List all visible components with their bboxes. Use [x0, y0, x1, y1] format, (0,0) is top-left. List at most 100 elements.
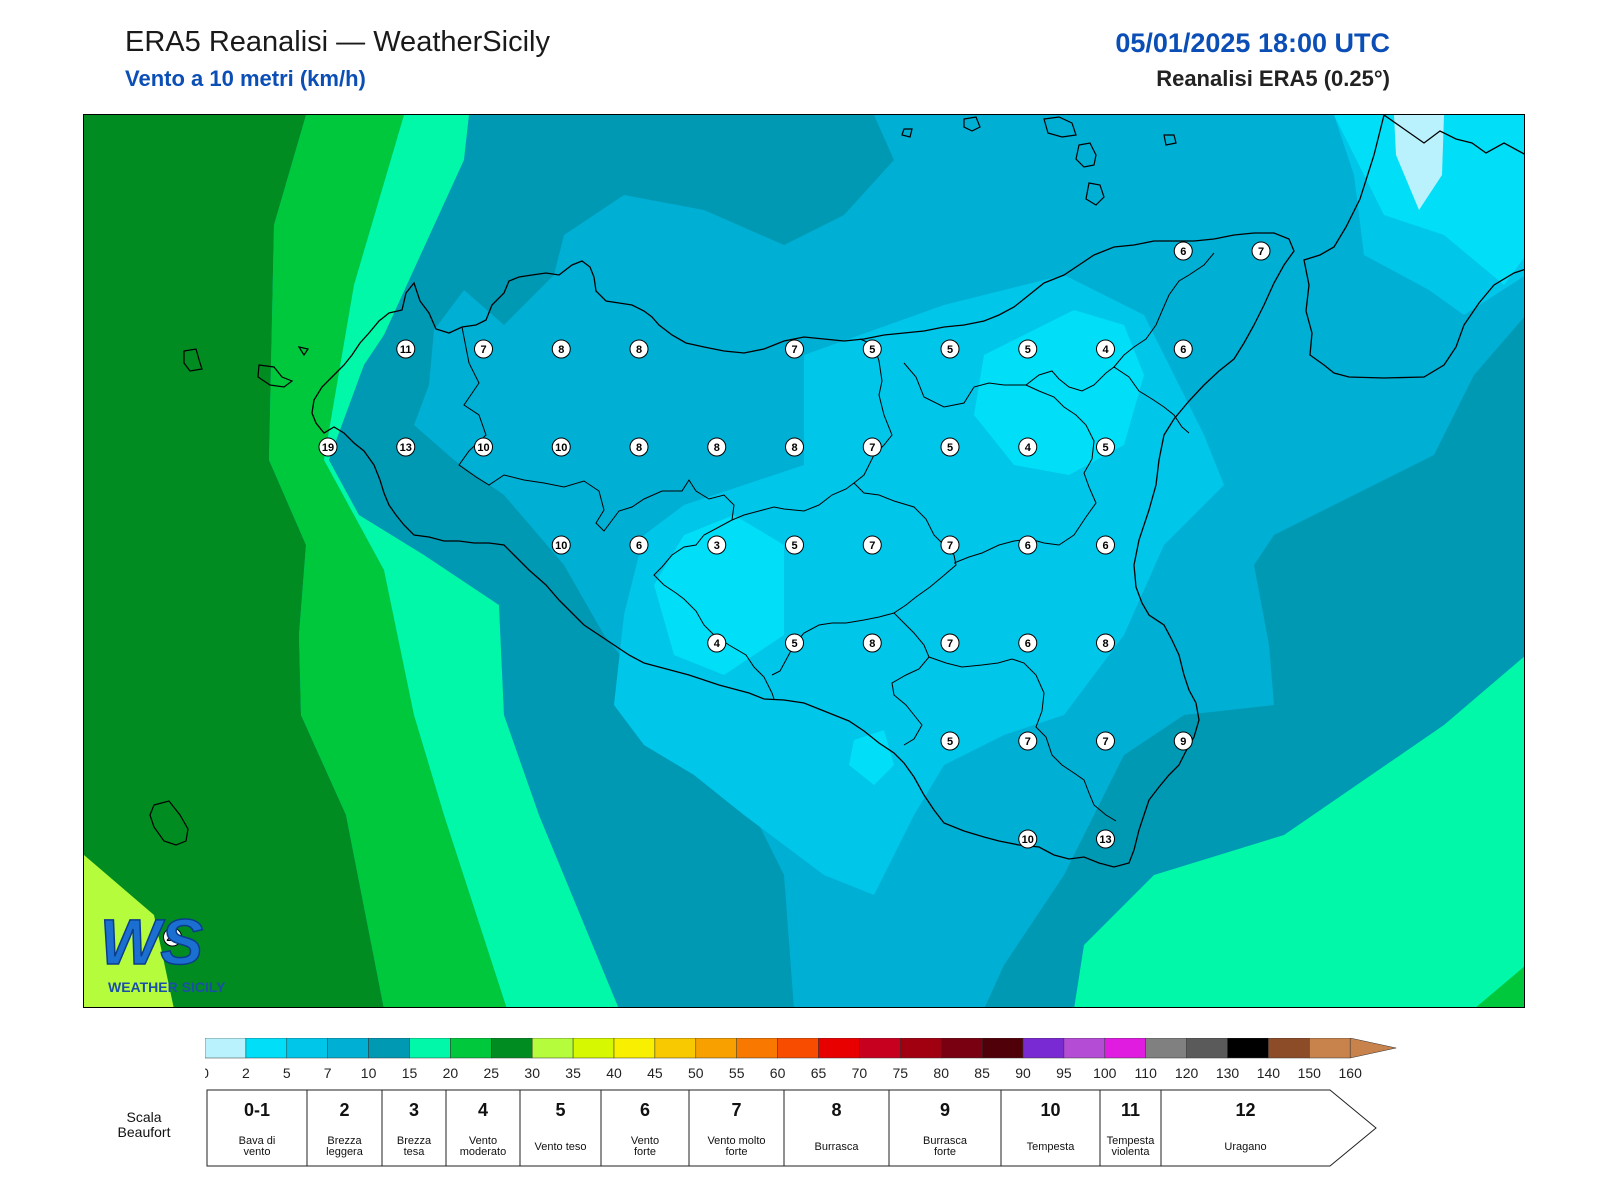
station-value: 9: [1180, 736, 1186, 748]
station-value: 13: [400, 442, 412, 454]
station-marker: 7: [1251, 241, 1271, 261]
station-dot: [940, 437, 960, 457]
map-datetime: 05/01/2025 18:00 UTC: [1115, 28, 1390, 58]
beaufort-force: 11: [1121, 1100, 1140, 1120]
station-dot: [1018, 829, 1038, 849]
station-value: 7: [869, 540, 875, 552]
wind-band-0-2-ne: [1394, 115, 1444, 210]
station-value: 11: [400, 344, 412, 356]
colorbar-swatch: [818, 1037, 860, 1059]
station-dot: [785, 535, 804, 555]
colorbar-swatch: [572, 1037, 615, 1059]
station-marker: 7: [862, 437, 882, 457]
data-source: Reanalisi ERA5 (0.25°): [1156, 66, 1390, 91]
colorbar-swatch: [1268, 1037, 1310, 1059]
colorbar-tick: 95: [1056, 1065, 1072, 1081]
station-dot: [940, 535, 960, 555]
station-marker: 6: [1018, 535, 1038, 555]
station-value: 19: [322, 442, 334, 454]
beaufort-name: violenta: [1112, 1146, 1151, 1158]
station-dot: [1096, 339, 1115, 359]
beaufort-name: Bava di: [239, 1135, 276, 1147]
colorbar-swatch: [695, 1037, 737, 1059]
station-dot: [396, 339, 416, 359]
station-dot: [862, 633, 882, 653]
station-dot: [707, 535, 727, 555]
colorbar-tick: 100: [1093, 1065, 1117, 1081]
wind-band-2-5-south: [849, 730, 894, 785]
logo-mark: WS WEATHER SICILY: [99, 905, 226, 995]
colorbar-swatch: [204, 1037, 247, 1059]
station-dot: [629, 535, 649, 555]
station-marker: 8: [707, 437, 727, 457]
beaufort-label-line1: Scala: [126, 1109, 162, 1125]
station-value: 5: [947, 442, 953, 454]
colorbar-tick: 120: [1175, 1065, 1199, 1081]
colorbar-swatch: [613, 1037, 656, 1059]
station-dot: [629, 339, 649, 359]
station-marker: 13: [1096, 829, 1115, 849]
station-dot: [862, 339, 882, 359]
station-marker: 6: [1018, 633, 1038, 653]
station-value: 5: [947, 344, 953, 356]
station-value: 8: [1102, 638, 1108, 650]
calabria-coastline: [1303, 115, 1524, 379]
station-value: 13: [1099, 834, 1111, 846]
station-dot: [940, 339, 960, 359]
colorbar-tick: 40: [606, 1065, 622, 1081]
station-dot: [1251, 241, 1271, 261]
station-dot: [1096, 437, 1115, 457]
station-value: 7: [947, 540, 953, 552]
wind-colorbar: 0257101520253035404550556065707580859095…: [201, 1037, 1405, 1088]
station-dot: [1018, 339, 1038, 359]
station-value: 7: [1102, 736, 1108, 748]
station-dot: [1018, 633, 1038, 653]
sicily-coastline: [311, 232, 1295, 868]
station-dot: [862, 437, 882, 457]
colorbar-tick: 2: [242, 1065, 250, 1081]
station-value: 8: [714, 442, 720, 454]
station-dot: [1096, 829, 1115, 849]
station-marker: 29: [163, 927, 182, 947]
beaufort-force: 0-1: [244, 1100, 270, 1120]
station-marker: 5: [940, 339, 960, 359]
station-dot: [940, 731, 960, 751]
station-marker: 6: [1096, 535, 1115, 555]
station-dot: [940, 633, 960, 653]
colorbar-tick: 30: [524, 1065, 540, 1081]
station-value: 8: [869, 638, 875, 650]
pantelleria-island: [149, 800, 189, 846]
station-marker: 6: [1173, 339, 1193, 359]
colorbar-tick: 130: [1216, 1065, 1240, 1081]
colorbar-tick: 35: [565, 1065, 581, 1081]
colorbar-swatch: [940, 1037, 983, 1059]
colorbar-tick: 140: [1257, 1065, 1281, 1081]
colorbar-swatch: [409, 1037, 451, 1059]
station-dot: [1018, 731, 1038, 751]
station-value: 7: [869, 442, 875, 454]
station-value: 5: [1025, 344, 1031, 356]
station-marker: 10: [474, 437, 493, 457]
colorbar-swatch: [450, 1037, 492, 1059]
station-marker: 5: [1018, 339, 1038, 359]
wind-band-2-5-ne: [1334, 115, 1524, 285]
station-marker: 8: [629, 339, 649, 359]
station-value: 5: [947, 736, 953, 748]
station-value: 6: [1025, 540, 1031, 552]
colorbar-swatch: [654, 1037, 697, 1059]
station-value: 10: [477, 442, 489, 454]
station-dot: [474, 437, 493, 457]
station-value: 6: [1180, 246, 1186, 258]
colorbar-tick: 60: [770, 1065, 786, 1081]
colorbar-swatch: [736, 1037, 778, 1059]
beaufort-name: moderato: [460, 1146, 506, 1158]
station-marker: 5: [785, 633, 804, 653]
station-marker: 13: [396, 437, 416, 457]
beaufort-force: 12: [1235, 1100, 1255, 1120]
station-value: 7: [1258, 246, 1264, 258]
beaufort-name: leggera: [326, 1146, 364, 1158]
beaufort-force: 3: [409, 1100, 419, 1120]
colorbar-tick: 15: [402, 1065, 418, 1081]
beaufort-name: Brezza: [397, 1135, 432, 1147]
colorbar-swatch: [1309, 1037, 1351, 1059]
